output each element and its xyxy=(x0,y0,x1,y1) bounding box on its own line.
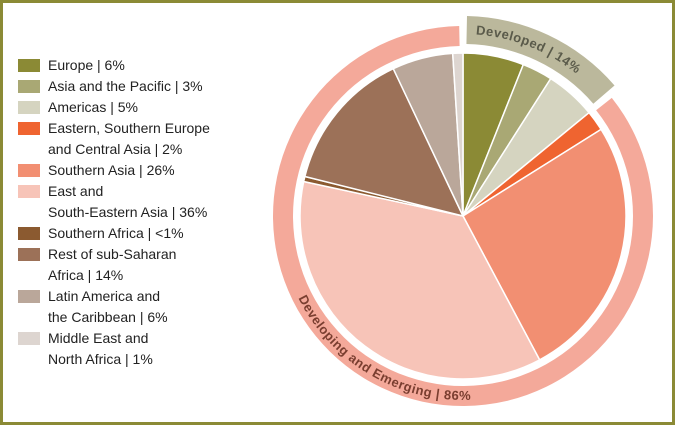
legend-label: Latin America and the Caribbean | 6% xyxy=(48,288,168,325)
legend-item: Southern Africa | <1% xyxy=(18,223,233,244)
legend-swatch xyxy=(18,248,40,261)
legend-item: Americas | 5% xyxy=(18,97,233,118)
legend-label: East and South-Eastern Asia | 36% xyxy=(48,183,208,220)
legend-item: Rest of sub-Saharan Africa | 14% xyxy=(18,244,233,286)
legend-swatch xyxy=(18,290,40,303)
legend-swatch xyxy=(18,101,40,114)
legend-item: Middle East and North Africa | 1% xyxy=(18,328,233,370)
legend-swatch xyxy=(18,332,40,345)
legend-label: Southern Asia | 26% xyxy=(48,162,175,178)
legend-swatch xyxy=(18,164,40,177)
pie-slice xyxy=(462,128,627,361)
legend-swatch xyxy=(18,122,40,135)
legend: Europe | 6% Asia and the Pacific | 3% Amer… xyxy=(18,55,233,370)
legend-swatch xyxy=(18,227,40,240)
legend-item: Europe | 6% xyxy=(18,55,233,76)
pie-chart: Developed | 14%Developing and Emerging |… xyxy=(273,16,653,407)
legend-swatch xyxy=(18,185,40,198)
legend-swatch xyxy=(18,59,40,72)
pie-slice xyxy=(299,180,541,380)
legend-label: Europe | 6% xyxy=(48,57,125,73)
legend-label: Rest of sub-Saharan Africa | 14% xyxy=(48,246,177,283)
pie-slice xyxy=(303,67,465,218)
legend-item: Asia and the Pacific | 3% xyxy=(18,76,233,97)
legend-label: Middle East and North Africa | 1% xyxy=(48,330,153,367)
legend-label: Eastern, Southern Europe and Central Asi… xyxy=(48,120,210,157)
legend-label: Americas | 5% xyxy=(48,99,138,115)
legend-item: Eastern, Southern Europe and Central Asi… xyxy=(18,118,233,160)
legend-item: Southern Asia | 26% xyxy=(18,160,233,181)
legend-item: Latin America and the Caribbean | 6% xyxy=(18,286,233,328)
pie-slice xyxy=(451,52,464,217)
legend-swatch xyxy=(18,80,40,93)
legend-label: Southern Africa | <1% xyxy=(48,225,184,241)
group-ring xyxy=(466,16,615,104)
legend-label: Asia and the Pacific | 3% xyxy=(48,78,203,94)
legend-item: East and South-Eastern Asia | 36% xyxy=(18,181,233,223)
